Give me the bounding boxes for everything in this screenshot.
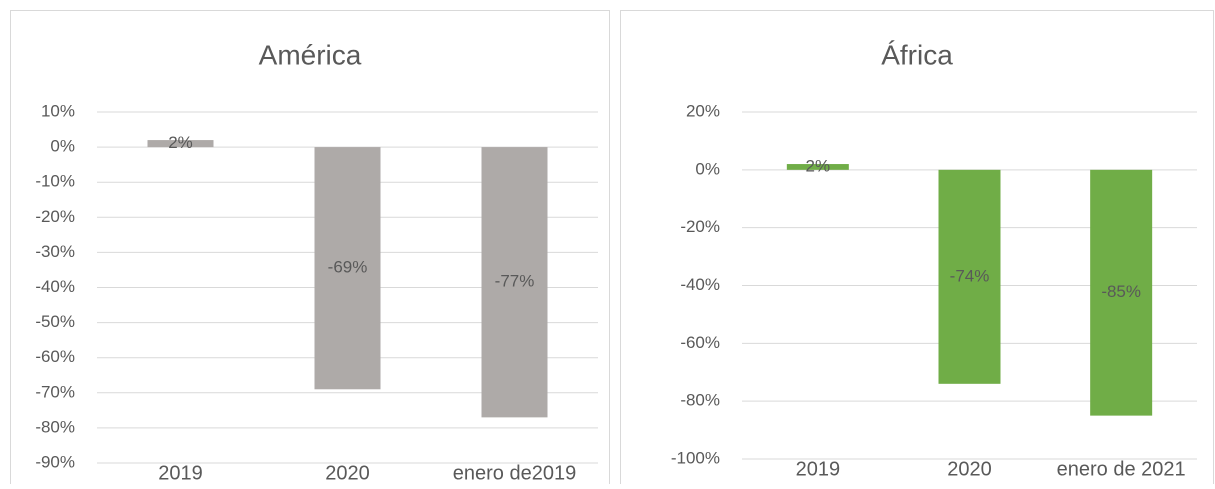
bar <box>481 147 548 418</box>
data-label: -77% <box>495 272 535 291</box>
y-tick-label: -100% <box>671 448 720 467</box>
y-tick-label: -20% <box>680 217 720 236</box>
y-tick-label: -50% <box>35 312 75 331</box>
bar <box>786 164 849 170</box>
chart-title: África <box>881 39 953 70</box>
bar <box>147 140 214 148</box>
y-tick-label: -80% <box>680 391 720 410</box>
data-label: 2% <box>806 156 831 175</box>
y-tick-label: -40% <box>35 277 75 296</box>
bar <box>314 147 381 390</box>
data-label: -69% <box>328 258 368 277</box>
y-tick-label: 10% <box>41 101 75 120</box>
x-tick-label: 2019 <box>158 462 203 484</box>
y-tick-label: -20% <box>35 207 75 226</box>
y-tick-label: 0% <box>695 159 720 178</box>
y-tick-label: -30% <box>35 242 75 261</box>
data-label: 2% <box>168 133 193 152</box>
x-tick-label: 2019 <box>796 458 841 480</box>
data-label: -74% <box>950 266 990 285</box>
y-tick-label: 0% <box>50 137 75 156</box>
x-tick-label: enero de2019 <box>453 462 576 484</box>
x-tick-label: enero de 2021 <box>1057 458 1186 480</box>
chart-title: América <box>259 39 362 70</box>
y-tick-label: -80% <box>35 417 75 436</box>
x-tick-label: 2020 <box>947 458 992 480</box>
y-tick-label: -10% <box>35 172 75 191</box>
y-tick-label: 20% <box>686 101 720 120</box>
x-tick-label: 2020 <box>325 462 370 484</box>
y-tick-label: -90% <box>35 452 75 471</box>
y-tick-label: -60% <box>35 347 75 366</box>
bar <box>938 169 1001 384</box>
data-label: -85% <box>1101 282 1141 301</box>
y-tick-label: -70% <box>35 382 75 401</box>
bar <box>1090 169 1153 416</box>
y-tick-label: -60% <box>680 333 720 352</box>
y-tick-label: -40% <box>680 275 720 294</box>
